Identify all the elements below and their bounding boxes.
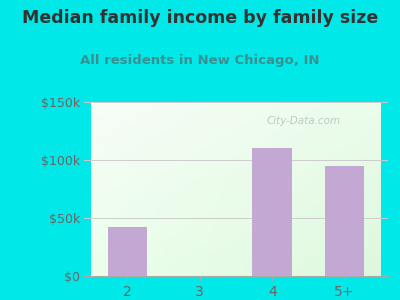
Text: Median family income by family size: Median family income by family size	[22, 9, 378, 27]
Bar	[252, 148, 292, 276]
Bar	[325, 166, 364, 276]
Bar	[108, 227, 147, 276]
Text: City-Data.com: City-Data.com	[266, 116, 340, 126]
Text: All residents in New Chicago, IN: All residents in New Chicago, IN	[80, 54, 320, 67]
